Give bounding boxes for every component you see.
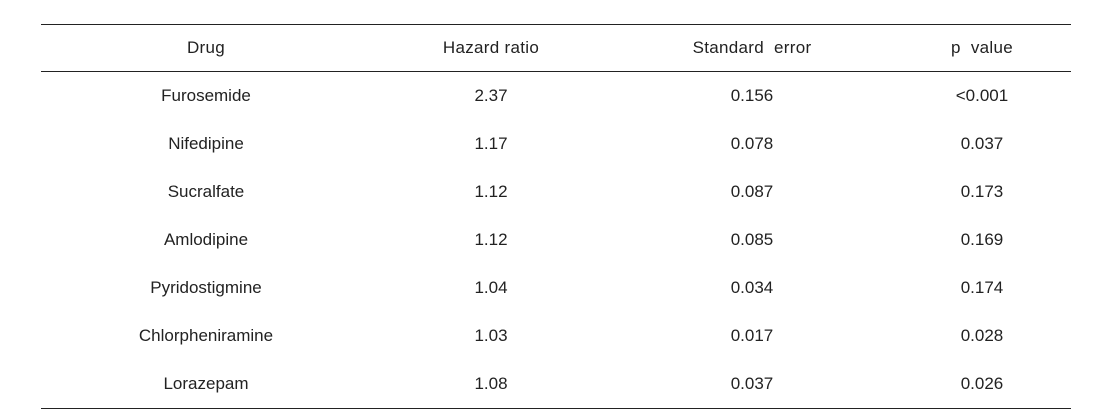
hazard-ratio-table: Drug Hazard ratio Standard error p value…	[41, 24, 1071, 409]
cell-p-value: 0.173	[960, 182, 1004, 201]
header-row: Drug Hazard ratio Standard error p value	[41, 24, 1071, 72]
table-row: Lorazepam 1.08 0.037 0.026	[41, 360, 1071, 409]
cell-drug: Amlodipine	[163, 230, 249, 249]
cell-drug: Nifedipine	[168, 134, 244, 153]
table-row: Pyridostigmine 1.04 0.034 0.174	[41, 264, 1071, 312]
cell-drug: Chlorpheniramine	[138, 326, 274, 345]
cell-standard-error: 0.156	[730, 86, 774, 105]
hazard-ratio-table-container: Drug Hazard ratio Standard error p value…	[41, 24, 1071, 409]
cell-hazard-ratio: 2.37	[474, 86, 508, 105]
cell-p-value: 0.174	[960, 278, 1004, 297]
cell-standard-error: 0.037	[730, 374, 774, 393]
header-p-value: p value	[951, 38, 1013, 57]
table-row: Furosemide 2.37 0.156 <0.001	[41, 72, 1071, 121]
header-hazard-ratio: Hazard ratio	[442, 38, 540, 57]
header-standard-error: Standard error	[692, 38, 812, 57]
cell-p-value: <0.001	[955, 86, 1009, 105]
cell-drug: Lorazepam	[163, 374, 249, 393]
cell-hazard-ratio: 1.17	[474, 134, 508, 153]
table-row: Nifedipine 1.17 0.078 0.037	[41, 120, 1071, 168]
header-drug: Drug	[186, 38, 226, 57]
cell-standard-error: 0.087	[730, 182, 774, 201]
table-row: Amlodipine 1.12 0.085 0.169	[41, 216, 1071, 264]
cell-drug: Furosemide	[161, 86, 251, 105]
table-body: Furosemide 2.37 0.156 <0.001 Nifedipine …	[41, 72, 1071, 409]
table-row: Chlorpheniramine 1.03 0.017 0.028	[41, 312, 1071, 360]
cell-hazard-ratio: 1.12	[474, 182, 508, 201]
cell-standard-error: 0.085	[730, 230, 774, 249]
cell-standard-error: 0.034	[730, 278, 774, 297]
cell-p-value: 0.169	[960, 230, 1004, 249]
table-header: Drug Hazard ratio Standard error p value	[41, 24, 1071, 72]
cell-p-value: 0.026	[960, 374, 1004, 393]
cell-drug: Sucralfate	[167, 182, 245, 201]
cell-drug: Pyridostigmine	[150, 278, 262, 297]
cell-hazard-ratio: 1.04	[474, 278, 508, 297]
cell-hazard-ratio: 1.03	[474, 326, 508, 345]
cell-p-value: 0.037	[960, 134, 1004, 153]
cell-hazard-ratio: 1.08	[474, 374, 508, 393]
cell-standard-error: 0.078	[730, 134, 774, 153]
cell-hazard-ratio: 1.12	[474, 230, 508, 249]
cell-p-value: 0.028	[960, 326, 1004, 345]
cell-standard-error: 0.017	[730, 326, 774, 345]
table-row: Sucralfate 1.12 0.087 0.173	[41, 168, 1071, 216]
